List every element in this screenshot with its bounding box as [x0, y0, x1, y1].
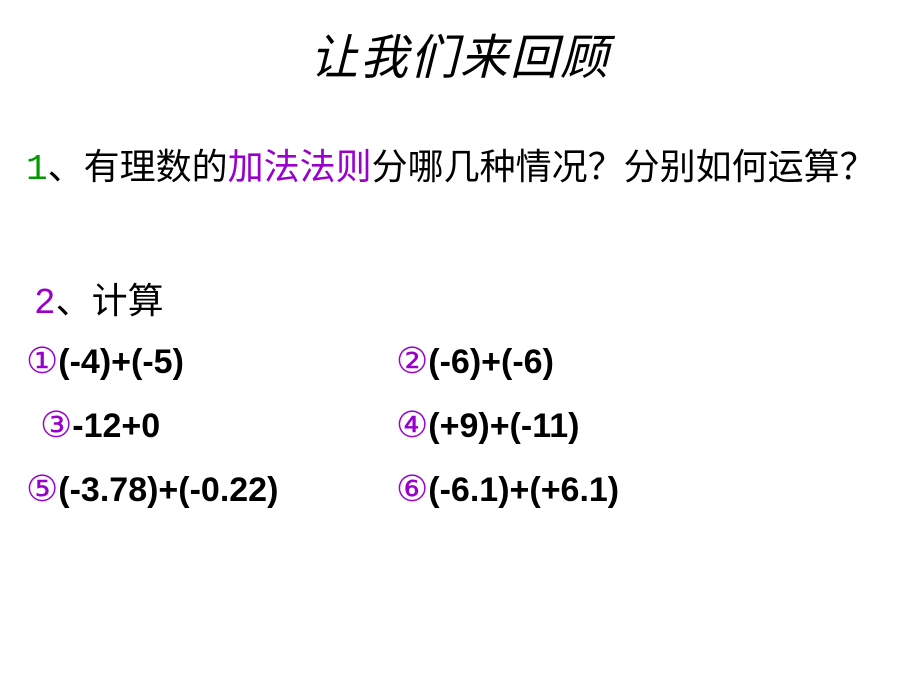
- q1-suffix: 分哪几种情况？分别如何运算？: [372, 147, 876, 187]
- q2-text: 计算: [92, 281, 164, 321]
- question-1: 1、有理数的加法法则分哪几种情况？分别如何运算？: [26, 142, 876, 195]
- page-title: 让我们来回顾: [0, 18, 920, 88]
- problem-3: ③-12+0: [40, 404, 396, 446]
- problem-5: ⑤(-3.78)+(-0.22): [26, 468, 396, 510]
- q1-prefix: 有理数的: [84, 147, 228, 187]
- circle-6: ⑥: [396, 468, 428, 509]
- problem-1: ①(-4)+(-5): [26, 340, 396, 382]
- circle-2: ②: [396, 340, 428, 381]
- q1-highlight: 加法法则: [228, 147, 372, 187]
- circle-1: ①: [26, 340, 58, 381]
- question-2: 2、计算: [34, 272, 164, 324]
- circle-3: ③: [40, 404, 72, 445]
- expr-5: (-3.78)+(-0.22): [58, 471, 278, 509]
- problem-2: ②(-6)+(-6): [396, 340, 796, 382]
- expr-6: (-6.1)+(+6.1): [428, 471, 619, 509]
- expr-2: (-6)+(-6): [428, 343, 554, 381]
- expr-3: -12+0: [72, 407, 160, 445]
- problem-row-3: ⑤(-3.78)+(-0.22) ⑥(-6.1)+(+6.1): [26, 468, 796, 510]
- problems-container: ①(-4)+(-5) ②(-6)+(-6) ③-12+0 ④(+9)+(-11)…: [26, 340, 796, 532]
- problem-row-2: ③-12+0 ④(+9)+(-11): [26, 404, 796, 446]
- q1-separator: 、: [48, 147, 84, 187]
- q2-number: 2: [34, 283, 56, 324]
- problem-6: ⑥(-6.1)+(+6.1): [396, 468, 796, 510]
- q2-separator: 、: [56, 281, 92, 321]
- expr-4: (+9)+(-11): [428, 407, 579, 445]
- circle-5: ⑤: [26, 468, 58, 509]
- circle-4: ④: [396, 404, 428, 445]
- problem-4: ④(+9)+(-11): [396, 404, 796, 446]
- problem-row-1: ①(-4)+(-5) ②(-6)+(-6): [26, 340, 796, 382]
- q1-number: 1: [26, 149, 48, 190]
- expr-1: (-4)+(-5): [58, 343, 184, 381]
